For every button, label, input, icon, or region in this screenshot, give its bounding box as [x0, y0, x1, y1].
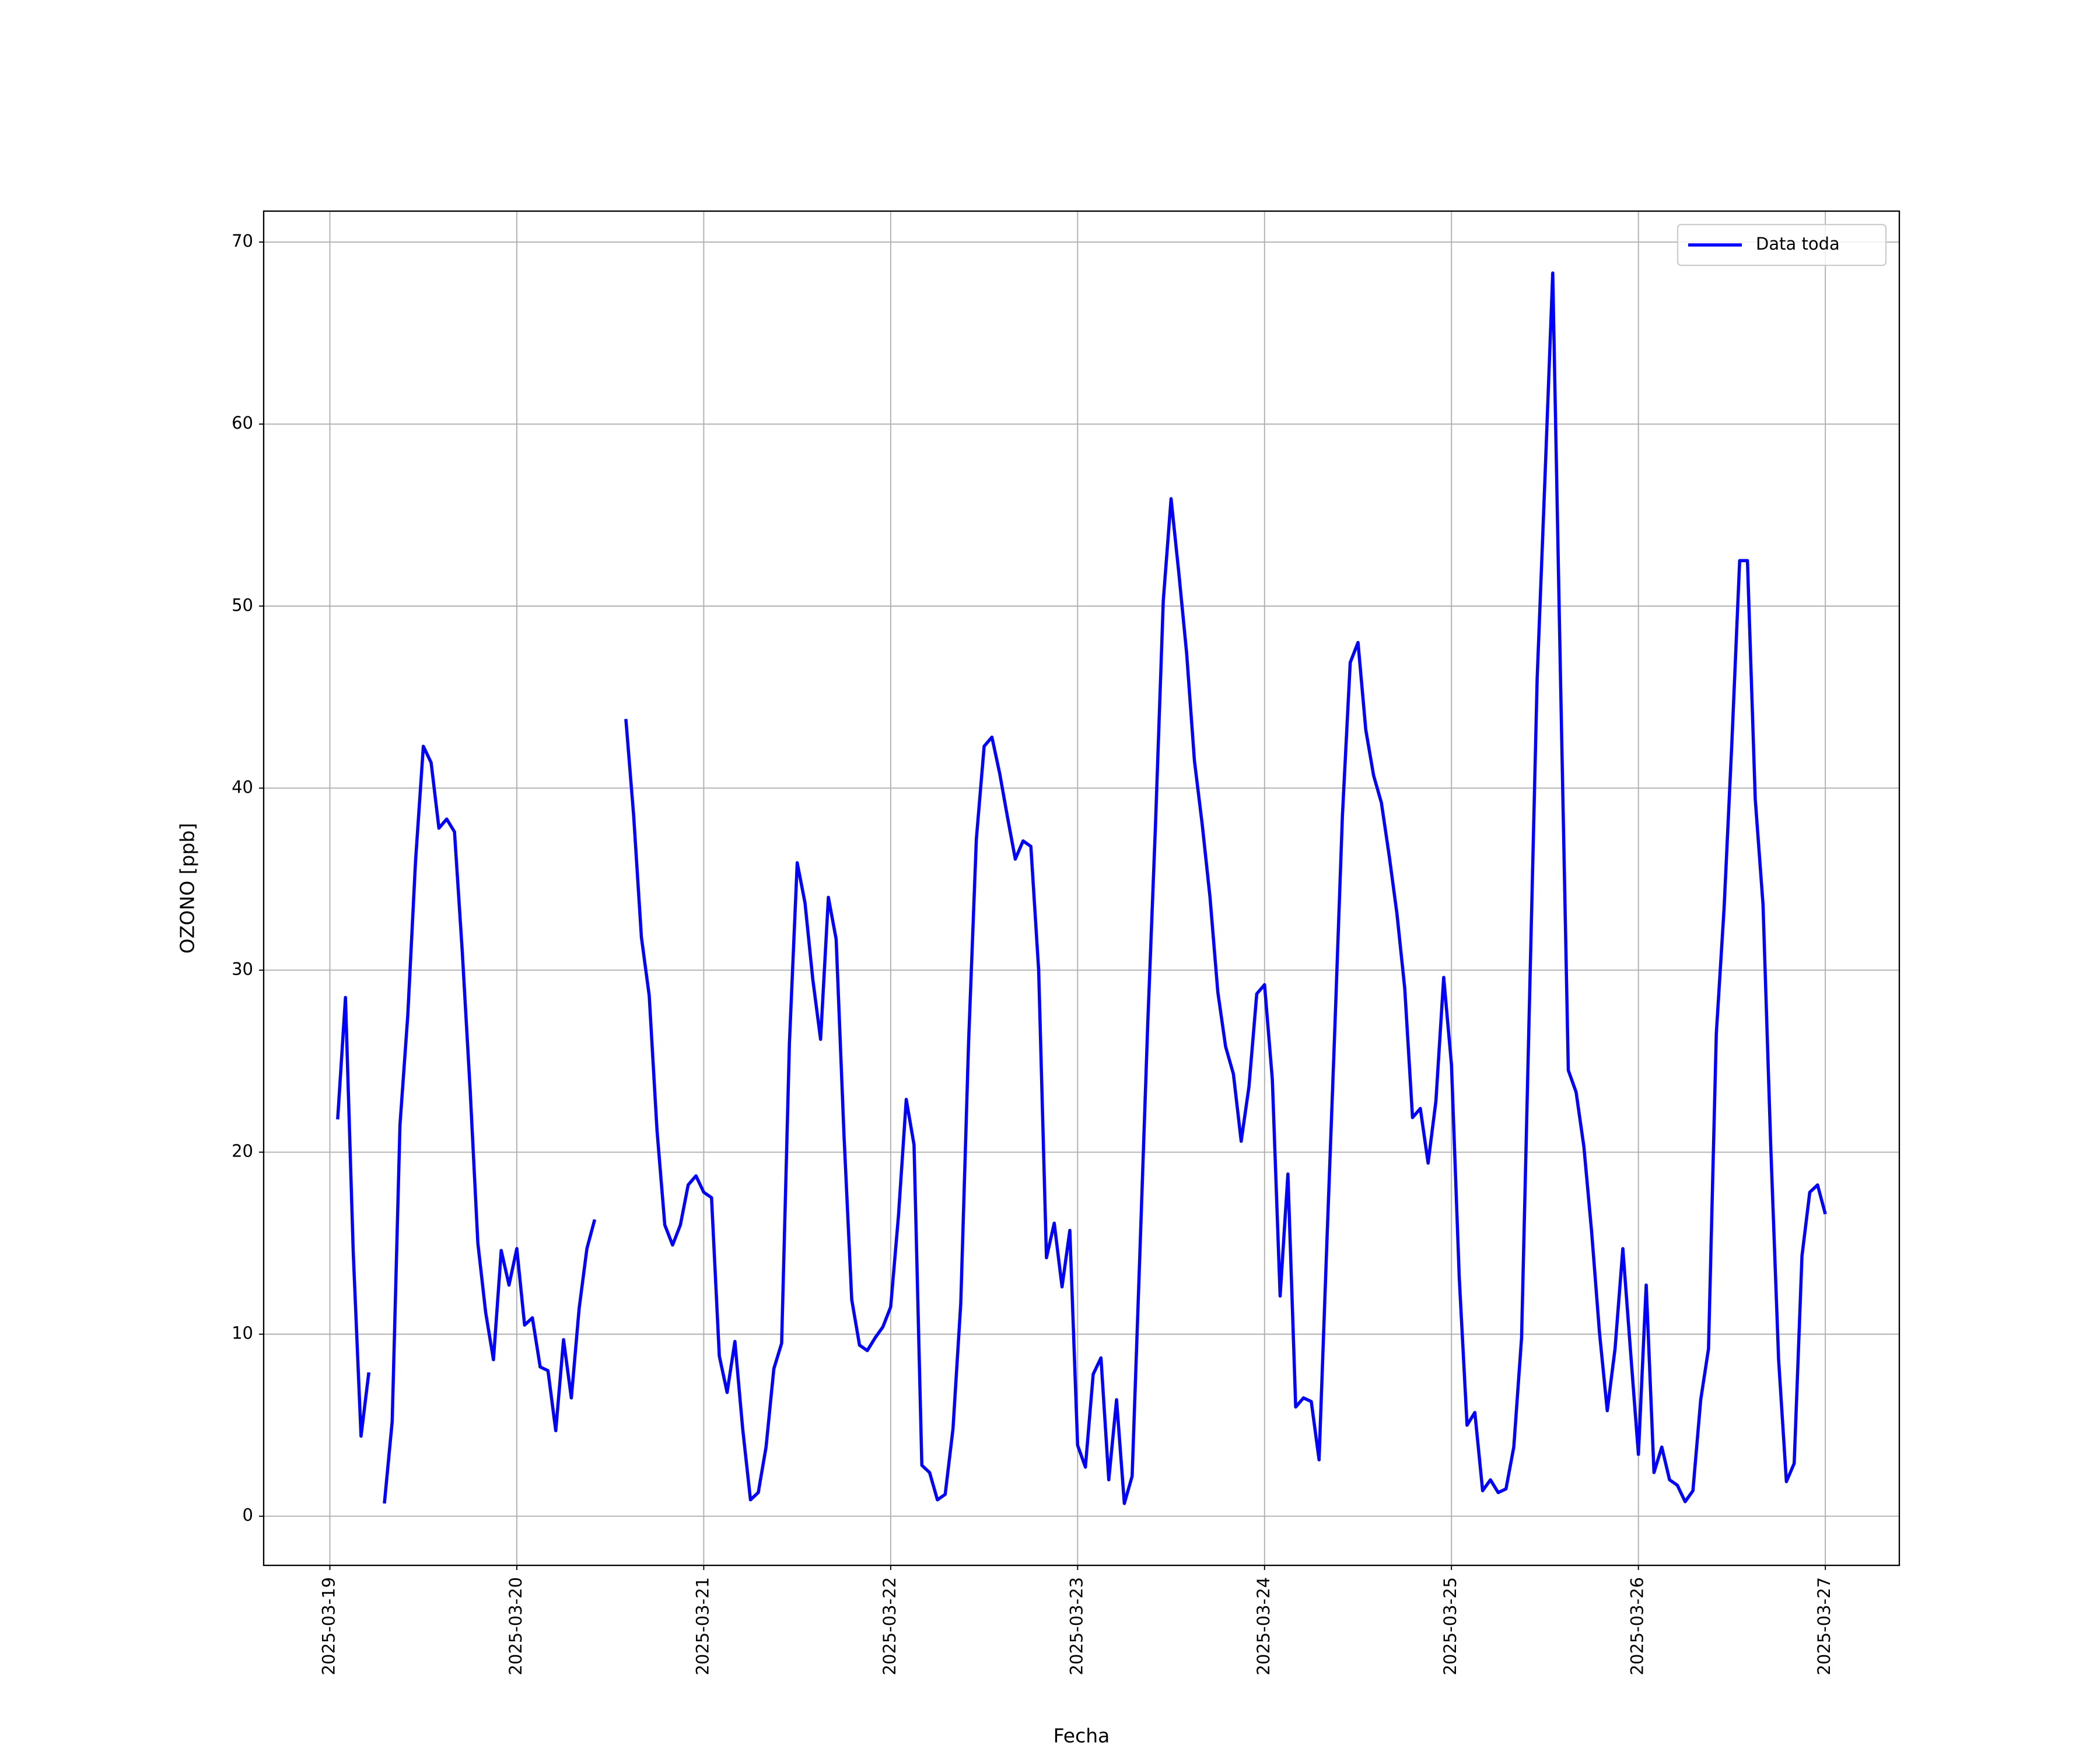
- plot-lines: [336, 271, 1827, 1505]
- ticks: 0 10 20 30 40 50 60 70 2025-03-19 2025-03-20 2025-…: [232, 231, 1834, 1675]
- x-tick-label: 2025-03-22: [880, 1577, 900, 1676]
- plot-frame: [262, 210, 1901, 1567]
- x-tick-label: 2025-03-25: [1440, 1577, 1460, 1676]
- grid: [264, 211, 1899, 1565]
- legend: Data toda: [1676, 223, 1887, 267]
- x-tick-label: 2025-03-27: [1814, 1577, 1834, 1676]
- y-tick-label: 60: [232, 413, 253, 433]
- data-line: [336, 271, 1827, 1505]
- y-tick-label: 70: [232, 231, 253, 251]
- y-tick-label: 50: [232, 595, 253, 615]
- x-tick-label: 2025-03-23: [1066, 1577, 1086, 1676]
- y-tick-label: 40: [232, 777, 253, 797]
- y-tick-label: 30: [232, 959, 253, 979]
- x-tick-label: 2025-03-24: [1254, 1577, 1273, 1676]
- y-tick-label: 10: [232, 1323, 253, 1343]
- legend-box: [1676, 223, 1887, 267]
- x-tick-label: 2025-03-20: [506, 1577, 526, 1676]
- y-tick-label: 20: [232, 1141, 253, 1161]
- y-tick-label: 0: [243, 1505, 253, 1525]
- x-tick-label: 2025-03-19: [318, 1577, 338, 1676]
- y-axis-label: OZONO [ppb]: [176, 823, 199, 954]
- legend-label: Data toda: [1756, 234, 1840, 254]
- x-axis-label: Fecha: [1054, 1725, 1110, 1747]
- x-tick-label: 2025-03-21: [692, 1577, 712, 1676]
- x-tick-label: 2025-03-26: [1628, 1577, 1647, 1676]
